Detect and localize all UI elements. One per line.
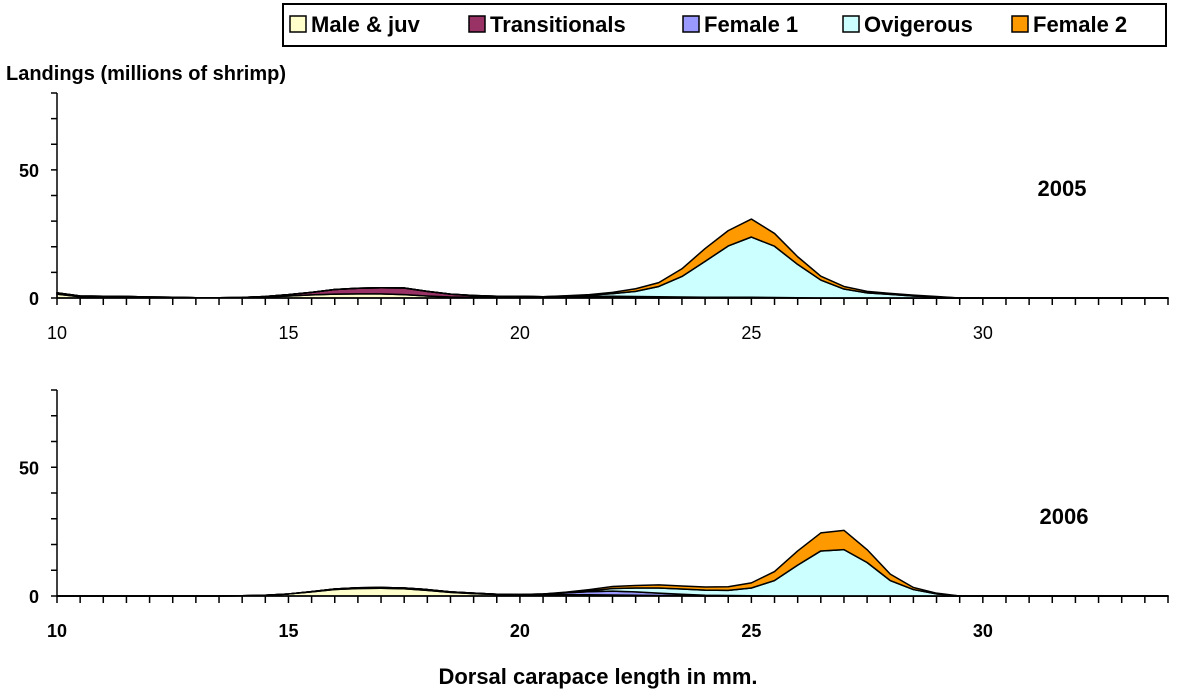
y-tick-label: 0 bbox=[29, 587, 39, 607]
x-tick-label: 20 bbox=[510, 621, 530, 641]
y-tick-label: 50 bbox=[19, 161, 39, 181]
legend-swatch bbox=[468, 15, 486, 33]
x-tick-label: 10 bbox=[47, 621, 67, 641]
x-tick-label: 15 bbox=[278, 621, 298, 641]
legend-label: Female 2 bbox=[1033, 12, 1127, 37]
panel-2006: 0 50 10 15 20 25 30 2006 bbox=[19, 389, 1169, 641]
legend-entry: Ovigerous bbox=[842, 12, 973, 37]
legend-swatch bbox=[1011, 15, 1029, 33]
legend-label: Transitionals bbox=[490, 12, 626, 37]
y-tick-label: 0 bbox=[29, 289, 39, 309]
panel-year-label: 2006 bbox=[1040, 504, 1089, 529]
x-tick-label: 20 bbox=[510, 323, 530, 343]
legend-label: Ovigerous bbox=[864, 12, 973, 37]
area-series-female-2 bbox=[56, 218, 1169, 299]
legend-swatch bbox=[289, 15, 307, 33]
x-tick-label: 25 bbox=[741, 621, 761, 641]
x-tick-label: 10 bbox=[47, 323, 67, 343]
y-tick-label: 50 bbox=[19, 458, 39, 478]
legend-swatch bbox=[682, 15, 700, 33]
legend-entry: Female 1 bbox=[682, 12, 798, 37]
legend-label: Female 1 bbox=[704, 12, 798, 37]
panel-2005: 0 50 10 15 20 25 30 2005 bbox=[19, 92, 1169, 343]
panel-year-label: 2005 bbox=[1038, 176, 1087, 201]
x-axis-title: Dorsal carapace length in mm. bbox=[438, 664, 757, 689]
y-axis-title: Landings (millions of shrimp) bbox=[6, 63, 286, 85]
legend-entry: Transitionals bbox=[468, 12, 626, 37]
x-tick-label: 25 bbox=[741, 323, 761, 343]
legend: Male & juv Transitionals Female 1 Ovigerous… bbox=[282, 3, 1167, 47]
x-tick-label: 30 bbox=[973, 621, 993, 641]
x-tick-label: 15 bbox=[278, 323, 298, 343]
legend-swatch bbox=[842, 15, 860, 33]
legend-label: Male & juv bbox=[311, 12, 421, 37]
area-series-female-2 bbox=[56, 529, 1169, 597]
x-tick-label: 30 bbox=[973, 323, 993, 343]
area-series-ovigerous bbox=[56, 236, 1169, 299]
legend-entry: Female 2 bbox=[1011, 12, 1127, 37]
legend-entry: Male & juv bbox=[289, 12, 421, 37]
